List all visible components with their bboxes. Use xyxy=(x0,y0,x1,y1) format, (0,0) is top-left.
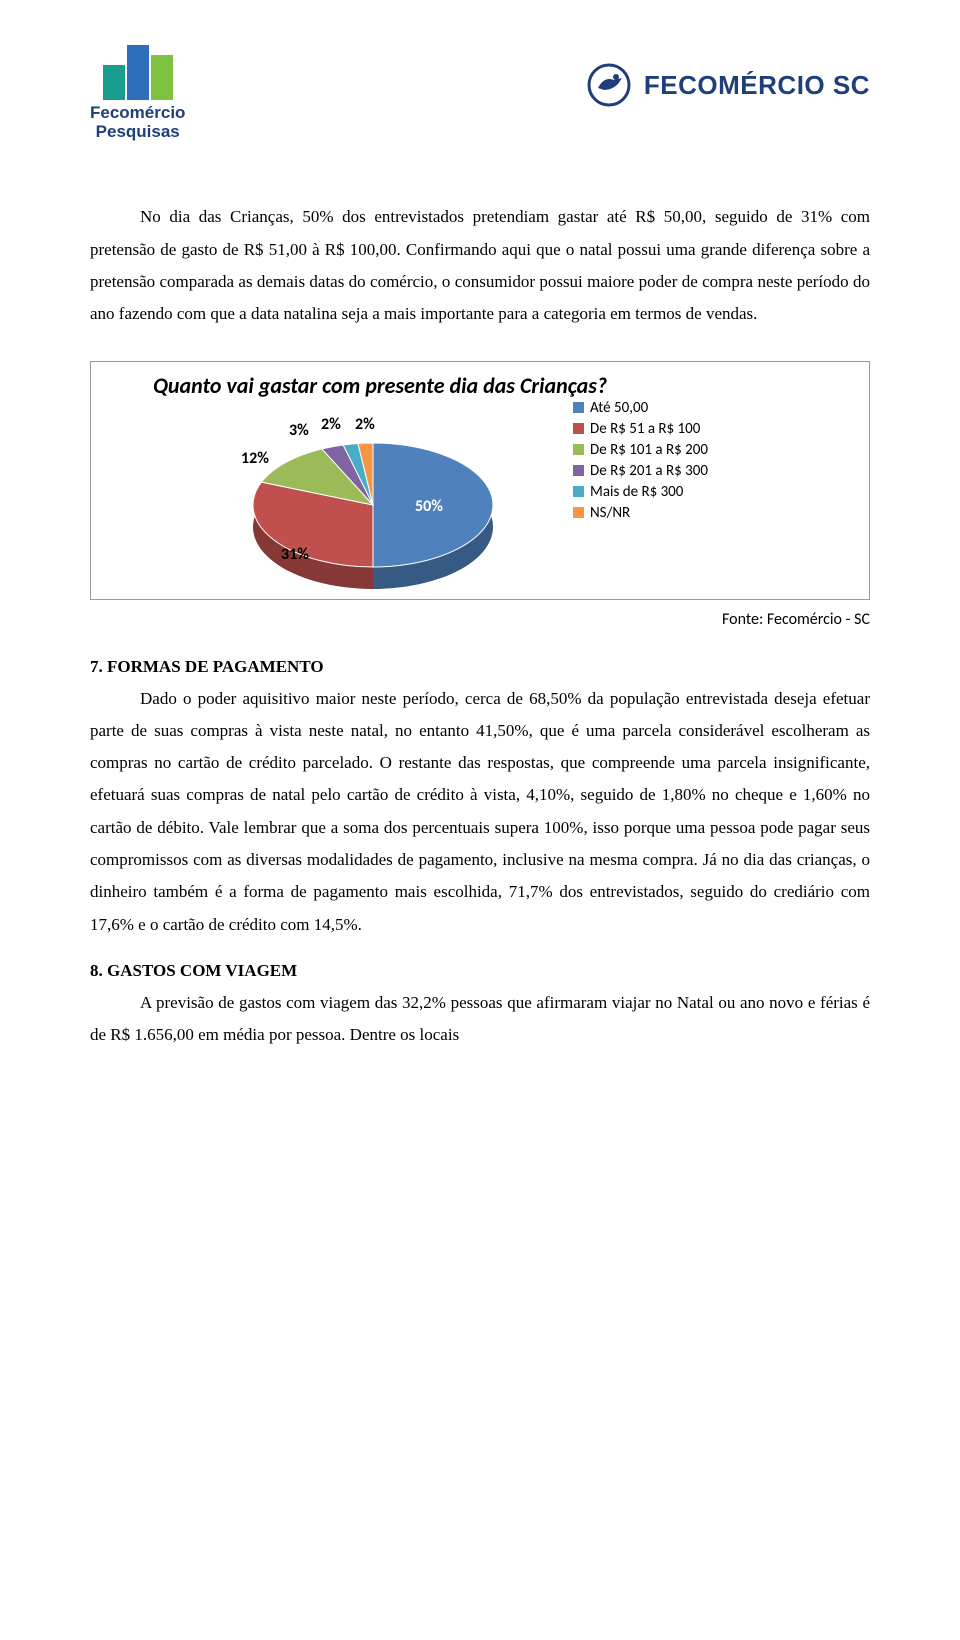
section8-body: A previsão de gastos com viagem das 32,2… xyxy=(90,987,870,1052)
legend-row: NS/NR xyxy=(573,504,708,522)
legend-row: De R$ 201 a R$ 300 xyxy=(573,462,708,480)
bars-icon xyxy=(103,40,173,100)
logo-left-line1: Fecomércio xyxy=(90,103,185,122)
pct-2a: 2% xyxy=(321,415,341,434)
chart-body: 50% 31% 12% 3% 2% 2% Até 50,00De R$ 51 a… xyxy=(103,405,857,595)
page-header: Fecomércio Pesquisas FECOMÉRCIO SC xyxy=(90,40,870,141)
pct-31: 31% xyxy=(281,545,309,564)
legend-label: De R$ 201 a R$ 300 xyxy=(590,462,708,480)
section7-text: Dado o poder aquisitivo maior neste perí… xyxy=(90,683,870,941)
pct-3: 3% xyxy=(289,421,309,440)
legend-swatch xyxy=(573,507,584,518)
legend-swatch xyxy=(573,486,584,497)
legend-row: De R$ 101 a R$ 200 xyxy=(573,441,708,459)
legend-row: De R$ 51 a R$ 100 xyxy=(573,420,708,438)
logo-left-line2: Pesquisas xyxy=(96,122,180,141)
logo-right-text: FECOMÉRCIO SC xyxy=(644,70,870,101)
legend-row: Mais de R$ 300 xyxy=(573,483,708,501)
pct-12: 12% xyxy=(241,449,269,468)
legend-label: NS/NR xyxy=(590,504,630,522)
section7-title: 7. FORMAS DE PAGAMENTO xyxy=(90,657,870,677)
logo-fecomercio-sc: FECOMÉRCIO SC xyxy=(584,60,870,110)
legend-label: Até 50,00 xyxy=(590,399,648,417)
legend-swatch xyxy=(573,402,584,413)
pct-50: 50% xyxy=(415,497,443,516)
spending-chart: Quanto vai gastar com presente dia das C… xyxy=(90,361,870,600)
legend-label: De R$ 51 a R$ 100 xyxy=(590,420,700,438)
legend-label: Mais de R$ 300 xyxy=(590,483,683,501)
legend-swatch xyxy=(573,423,584,434)
intro-text: No dia das Crianças, 50% dos entrevistad… xyxy=(90,201,870,330)
section8-title: 8. GASTOS COM VIAGEM xyxy=(90,961,870,981)
intro-paragraph: No dia das Crianças, 50% dos entrevistad… xyxy=(90,201,870,330)
logo-left-text: Fecomércio Pesquisas xyxy=(90,104,185,141)
mercury-icon xyxy=(584,60,634,110)
pct-2b: 2% xyxy=(355,415,375,434)
legend-swatch xyxy=(573,444,584,455)
legend-swatch xyxy=(573,465,584,476)
legend-label: De R$ 101 a R$ 200 xyxy=(590,441,708,459)
chart-title: Quanto vai gastar com presente dia das C… xyxy=(153,372,857,399)
chart-legend: Até 50,00 De R$ 51 a R$ 100 De R$ 101 a R$… xyxy=(573,399,708,525)
section7-body: Dado o poder aquisitivo maior neste perí… xyxy=(90,683,870,941)
section8-text: A previsão de gastos com viagem das 32,2… xyxy=(90,987,870,1052)
pie-chart: 50% 31% 12% 3% 2% 2% xyxy=(163,405,543,595)
logo-pesquisas: Fecomércio Pesquisas xyxy=(90,40,185,141)
legend-row: Até 50,00 xyxy=(573,399,708,417)
chart-source: Fonte: Fecomércio - SC xyxy=(90,610,870,629)
